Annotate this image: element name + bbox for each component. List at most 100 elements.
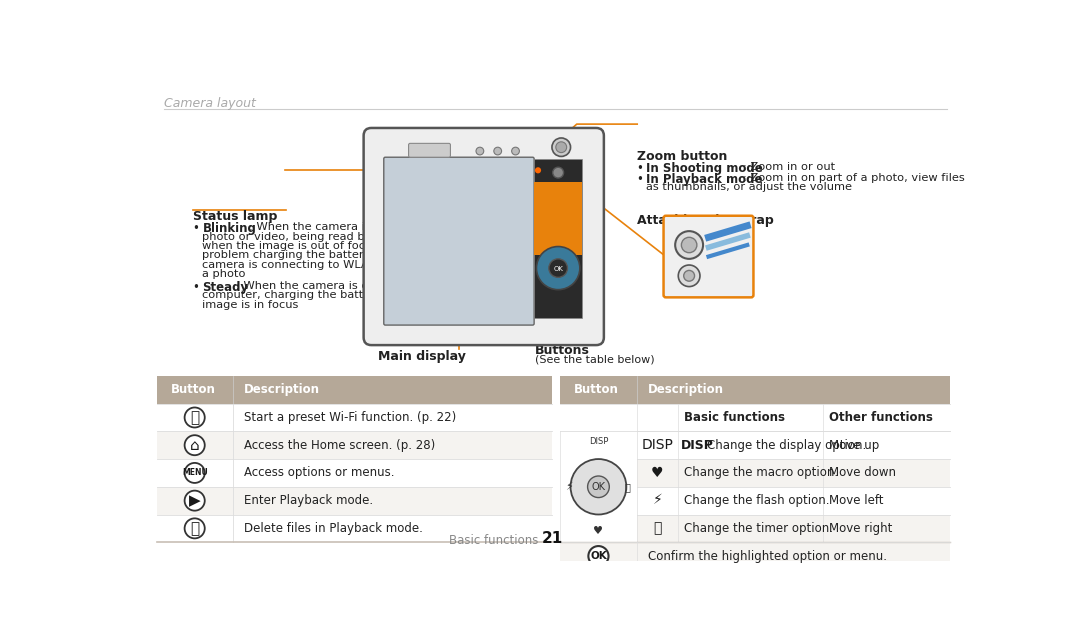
- Text: ⚡: ⚡: [652, 494, 662, 508]
- Text: photo or video, being read by a computer,: photo or video, being read by a computer…: [202, 232, 445, 242]
- Text: Change the flash option.: Change the flash option.: [684, 494, 829, 507]
- Text: : When the camera is saving a: : When the camera is saving a: [248, 222, 422, 232]
- Bar: [157, 432, 552, 459]
- Bar: [157, 459, 552, 487]
- Text: DISP: DISP: [589, 437, 608, 447]
- Circle shape: [185, 518, 205, 539]
- Circle shape: [678, 265, 700, 287]
- Text: Move left: Move left: [829, 494, 883, 507]
- Text: Button: Button: [171, 383, 216, 396]
- Circle shape: [537, 246, 580, 290]
- Text: Camera layout: Camera layout: [164, 97, 256, 110]
- Text: computer, charging the battery, or when the: computer, charging the battery, or when …: [202, 290, 458, 301]
- Text: Confirm the highlighted option or menu.: Confirm the highlighted option or menu.: [648, 549, 887, 563]
- Text: : Zoom in on part of a photo, view files: : Zoom in on part of a photo, view files: [743, 173, 964, 183]
- Bar: [559, 432, 637, 542]
- Text: Description: Description: [243, 383, 320, 396]
- Text: Button: Button: [573, 383, 619, 396]
- Bar: [637, 459, 950, 487]
- Bar: [559, 376, 950, 404]
- Text: ♥: ♥: [593, 526, 604, 536]
- Text: Other functions: Other functions: [829, 411, 933, 424]
- Text: DISP: DISP: [642, 438, 673, 452]
- Text: In Playback mode: In Playback mode: [647, 173, 762, 186]
- Text: Delete files in Playback mode.: Delete files in Playback mode.: [243, 522, 422, 535]
- Text: 21: 21: [542, 531, 563, 546]
- Text: as thumbnails, or adjust the volume: as thumbnails, or adjust the volume: [647, 182, 852, 192]
- Bar: [157, 515, 552, 542]
- Text: Access the Home screen. (p. 28): Access the Home screen. (p. 28): [243, 438, 435, 452]
- Bar: [157, 376, 552, 404]
- Text: ⚡: ⚡: [565, 482, 572, 492]
- Text: In Shooting mode: In Shooting mode: [647, 162, 764, 175]
- Circle shape: [185, 435, 205, 455]
- Text: •: •: [637, 173, 648, 186]
- Bar: [157, 487, 552, 515]
- Text: •: •: [637, 162, 648, 175]
- Bar: [559, 542, 950, 570]
- Circle shape: [549, 259, 567, 277]
- Circle shape: [494, 147, 501, 155]
- Circle shape: [535, 167, 541, 173]
- Text: OK: OK: [592, 482, 606, 492]
- Text: •: •: [193, 222, 204, 235]
- Circle shape: [681, 238, 697, 253]
- Bar: [535, 182, 582, 255]
- Text: Start a preset Wi-Fi function. (p. 22): Start a preset Wi-Fi function. (p. 22): [243, 411, 456, 424]
- Circle shape: [185, 408, 205, 428]
- Text: ⓘ: ⓘ: [190, 410, 199, 425]
- Text: ⌛: ⌛: [625, 482, 631, 492]
- Text: Steady: Steady: [202, 281, 248, 294]
- Text: ⒳: ⒳: [190, 521, 199, 536]
- Text: ♥: ♥: [651, 466, 663, 480]
- Text: Main display: Main display: [378, 350, 465, 364]
- Text: Buttons: Buttons: [535, 343, 590, 357]
- Circle shape: [675, 231, 703, 259]
- Text: ⌛: ⌛: [653, 522, 662, 536]
- Text: Description: Description: [648, 383, 724, 396]
- Circle shape: [570, 459, 626, 515]
- Text: problem charging the battery, or when the: problem charging the battery, or when th…: [202, 250, 446, 260]
- FancyBboxPatch shape: [383, 158, 535, 325]
- Text: •: •: [193, 281, 204, 294]
- Text: Move up: Move up: [829, 438, 879, 452]
- Circle shape: [476, 147, 484, 155]
- FancyBboxPatch shape: [408, 144, 450, 158]
- Text: Enter Playback mode.: Enter Playback mode.: [243, 494, 373, 507]
- Text: ⌂: ⌂: [190, 438, 200, 453]
- Text: Basic functions: Basic functions: [684, 411, 785, 424]
- Text: Zoom button: Zoom button: [637, 149, 728, 163]
- Circle shape: [552, 138, 570, 156]
- Bar: [637, 432, 950, 459]
- Text: : When the camera is connected to a: : When the camera is connected to a: [235, 281, 446, 291]
- Bar: [535, 159, 582, 318]
- Text: Change the timer option.: Change the timer option.: [684, 522, 833, 535]
- Bar: [637, 515, 950, 542]
- Text: Move right: Move right: [829, 522, 893, 535]
- Text: image is in focus: image is in focus: [202, 300, 299, 310]
- Circle shape: [588, 476, 609, 498]
- Circle shape: [185, 491, 205, 511]
- Bar: [637, 487, 950, 515]
- Text: (See the table below): (See the table below): [535, 354, 654, 364]
- Text: : Zoom in or out: : Zoom in or out: [743, 162, 835, 172]
- Text: Status lamp: Status lamp: [193, 210, 278, 224]
- Text: Move down: Move down: [829, 466, 896, 479]
- Text: MENU: MENU: [181, 469, 207, 478]
- Text: Basic functions: Basic functions: [448, 534, 538, 547]
- Text: OK: OK: [553, 266, 563, 272]
- Text: Blinking: Blinking: [202, 222, 256, 235]
- Bar: [157, 404, 552, 432]
- Text: ▶: ▶: [189, 493, 201, 508]
- Circle shape: [512, 147, 519, 155]
- Text: OK: OK: [590, 551, 607, 561]
- Text: camera is connecting to WLAN or sending: camera is connecting to WLAN or sending: [202, 260, 442, 270]
- Circle shape: [556, 142, 567, 152]
- Text: DISP: DISP: [681, 438, 714, 452]
- Text: when the image is out of focus, there is a: when the image is out of focus, there is…: [202, 241, 440, 251]
- Bar: [559, 404, 950, 432]
- Text: Change the macro option.: Change the macro option.: [684, 466, 838, 479]
- Circle shape: [589, 546, 608, 566]
- Circle shape: [684, 270, 694, 281]
- FancyBboxPatch shape: [663, 215, 754, 297]
